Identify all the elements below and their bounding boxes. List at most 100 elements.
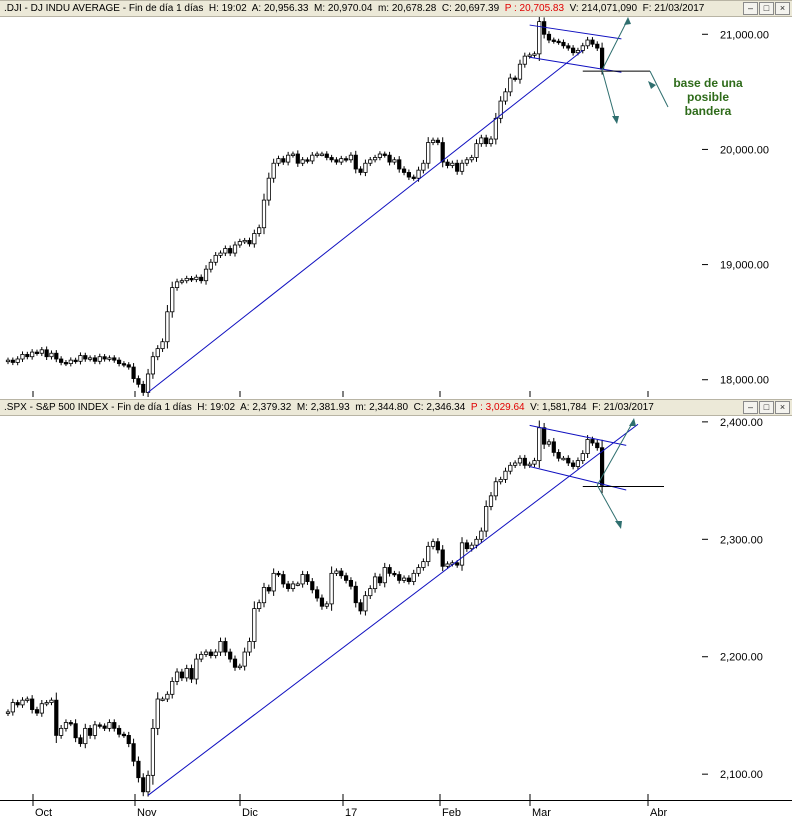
spx-candle bbox=[286, 580, 291, 592]
dji-candle bbox=[537, 17, 542, 61]
dji-candle bbox=[532, 51, 537, 58]
spx-candle bbox=[377, 573, 383, 586]
spx-candle bbox=[73, 719, 78, 743]
x-tick-label: Nov bbox=[137, 807, 157, 819]
dji-p-value: P : 20,705.83 bbox=[504, 3, 565, 14]
spx-candle bbox=[551, 437, 556, 457]
spx-candle bbox=[97, 722, 102, 729]
spx-candle bbox=[542, 422, 547, 449]
dji-candle bbox=[430, 137, 436, 146]
spx-candle bbox=[585, 435, 590, 458]
spx-candle bbox=[595, 440, 600, 451]
dji-candle bbox=[194, 274, 199, 283]
spx-candle bbox=[213, 649, 218, 659]
spx-candle bbox=[174, 668, 180, 686]
dji-candle bbox=[339, 155, 344, 165]
spx-candle bbox=[252, 601, 257, 649]
spx-candle bbox=[353, 581, 358, 608]
close-button[interactable]: × bbox=[775, 2, 790, 15]
dji-candle bbox=[421, 159, 426, 174]
dji-candle bbox=[199, 274, 204, 284]
spx-candle bbox=[92, 720, 98, 740]
spx-candle bbox=[575, 457, 581, 470]
dji-candle bbox=[590, 37, 595, 48]
dji-annotation-line: posible bbox=[687, 90, 729, 104]
dji-candle bbox=[203, 265, 209, 285]
dji-annotation-line: base de una bbox=[673, 76, 743, 90]
dji-candle bbox=[503, 88, 508, 105]
spx-candle bbox=[5, 709, 11, 716]
dji-candle bbox=[585, 36, 590, 49]
dji-candle bbox=[353, 150, 358, 174]
spx-candle bbox=[580, 450, 585, 464]
maximize-button[interactable]: □ bbox=[759, 2, 774, 15]
spx-candle bbox=[68, 720, 73, 727]
dji-candle bbox=[116, 357, 122, 367]
dji-candle bbox=[112, 355, 117, 363]
spx-candle bbox=[368, 585, 373, 600]
minimize-button[interactable]: – bbox=[743, 2, 758, 15]
dji-candle bbox=[232, 241, 238, 257]
spx-arrowhead-down bbox=[615, 521, 622, 529]
spx-candle bbox=[189, 664, 194, 683]
dji-candle bbox=[300, 156, 305, 167]
dji-candle bbox=[508, 73, 513, 97]
dji-candle bbox=[97, 353, 102, 365]
dji-candle bbox=[10, 357, 15, 366]
dji-candle bbox=[343, 156, 349, 163]
dji-candle bbox=[387, 151, 392, 166]
spx-candle bbox=[49, 697, 54, 706]
spx-candle bbox=[107, 719, 112, 732]
dji-candle bbox=[363, 159, 368, 177]
dji-header: .DJI - DJ INDU AVERAGE - Fin de día 1 dí… bbox=[0, 0, 792, 17]
dji-candle bbox=[83, 352, 88, 362]
spx-candle bbox=[513, 460, 518, 468]
spx-candle bbox=[194, 653, 199, 685]
spx-candle bbox=[479, 527, 484, 543]
dji-candle bbox=[78, 352, 83, 365]
dji-candle bbox=[498, 96, 503, 124]
dji-candle bbox=[305, 157, 310, 164]
dji-candle bbox=[440, 137, 445, 168]
spx-candle bbox=[179, 668, 184, 682]
dji-annotation-pointer bbox=[649, 70, 669, 108]
spx-candle bbox=[126, 731, 131, 748]
spx-p-value: P : 3,029.64 bbox=[470, 402, 525, 413]
spx-candle bbox=[358, 599, 363, 615]
dji-candle bbox=[54, 350, 59, 363]
spx-trendline bbox=[147, 423, 639, 796]
dji-projection-arrow-down bbox=[601, 69, 617, 122]
dji-candle bbox=[39, 346, 44, 357]
spx-candle bbox=[440, 545, 445, 572]
spx-candle bbox=[508, 462, 513, 475]
close-button[interactable]: × bbox=[775, 401, 790, 414]
spx-candle bbox=[276, 570, 281, 578]
dji-candle bbox=[68, 357, 73, 367]
dji-candle bbox=[517, 59, 523, 84]
spx-chart: 2,100.00 2,200.00 2,300.00 2,400.00 bbox=[5, 416, 763, 800]
dji-candle bbox=[174, 278, 180, 291]
dji-candle bbox=[145, 368, 151, 397]
dji-candle bbox=[271, 158, 276, 183]
dji-candle bbox=[102, 354, 107, 362]
spx-candle bbox=[242, 647, 247, 671]
dji-candle bbox=[88, 355, 93, 362]
dji-candle bbox=[160, 338, 165, 352]
dji-candle bbox=[411, 174, 416, 181]
minimize-button[interactable]: – bbox=[743, 401, 758, 414]
dji-candle bbox=[324, 151, 329, 161]
spx-candle bbox=[430, 538, 436, 550]
maximize-button[interactable]: □ bbox=[759, 401, 774, 414]
dji-ytick-label: 20,000.00 bbox=[720, 144, 769, 156]
spx-candle bbox=[145, 770, 151, 797]
dji-arrowhead-down bbox=[612, 116, 619, 124]
dji-candle bbox=[25, 351, 30, 360]
dji-arrowhead-up bbox=[624, 17, 631, 25]
spx-candle bbox=[315, 586, 320, 602]
spx-candle bbox=[426, 541, 431, 567]
dji-candle bbox=[252, 229, 257, 248]
dji-candle bbox=[445, 159, 450, 169]
dji-candle bbox=[542, 17, 547, 39]
dji-candle bbox=[121, 361, 127, 368]
dji-flag-upper-line bbox=[529, 24, 622, 40]
